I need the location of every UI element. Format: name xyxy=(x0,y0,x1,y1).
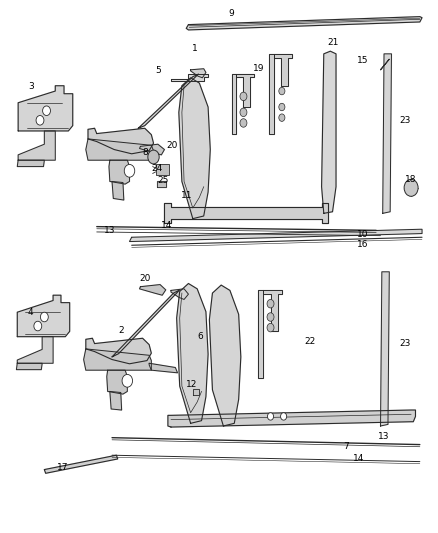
Polygon shape xyxy=(157,181,166,187)
Polygon shape xyxy=(191,69,206,78)
Polygon shape xyxy=(107,370,127,394)
Circle shape xyxy=(240,92,247,101)
Text: 3: 3 xyxy=(28,82,34,91)
Polygon shape xyxy=(86,338,151,364)
Polygon shape xyxy=(164,203,328,223)
Polygon shape xyxy=(186,17,422,30)
Polygon shape xyxy=(179,78,210,219)
Text: 18: 18 xyxy=(405,175,417,184)
Circle shape xyxy=(281,413,287,420)
Circle shape xyxy=(40,312,48,322)
Text: 5: 5 xyxy=(155,67,161,75)
Polygon shape xyxy=(149,364,177,373)
Circle shape xyxy=(268,413,274,420)
Polygon shape xyxy=(381,272,389,426)
Text: 6: 6 xyxy=(198,332,204,341)
Circle shape xyxy=(42,106,50,116)
Polygon shape xyxy=(138,74,198,128)
Polygon shape xyxy=(171,289,188,300)
Polygon shape xyxy=(110,391,122,410)
Text: 13: 13 xyxy=(378,432,390,441)
Text: 21: 21 xyxy=(328,38,339,47)
Circle shape xyxy=(279,87,285,95)
Circle shape xyxy=(240,108,247,117)
Circle shape xyxy=(122,374,133,387)
Text: 14: 14 xyxy=(161,221,172,230)
FancyBboxPatch shape xyxy=(155,165,169,175)
Text: 22: 22 xyxy=(304,337,315,346)
Polygon shape xyxy=(232,74,254,134)
Text: 9: 9 xyxy=(228,10,234,19)
Polygon shape xyxy=(109,160,130,184)
Text: 17: 17 xyxy=(57,463,68,472)
Circle shape xyxy=(34,321,42,331)
Polygon shape xyxy=(17,337,53,364)
Polygon shape xyxy=(44,455,118,473)
Text: 20: 20 xyxy=(139,273,151,282)
Polygon shape xyxy=(112,181,124,200)
Polygon shape xyxy=(269,54,292,134)
Text: 1: 1 xyxy=(192,44,198,53)
Text: 10: 10 xyxy=(357,230,368,239)
Polygon shape xyxy=(18,131,55,160)
Circle shape xyxy=(404,179,418,196)
Polygon shape xyxy=(381,59,389,70)
Circle shape xyxy=(267,300,274,308)
Circle shape xyxy=(240,119,247,127)
Text: 12: 12 xyxy=(186,380,198,389)
Polygon shape xyxy=(258,290,283,378)
Polygon shape xyxy=(17,295,70,337)
Polygon shape xyxy=(88,128,153,154)
Text: 11: 11 xyxy=(180,191,192,200)
Text: 2: 2 xyxy=(118,326,124,335)
Text: 24: 24 xyxy=(152,164,162,173)
Polygon shape xyxy=(168,410,416,427)
Text: 23: 23 xyxy=(399,116,411,125)
Circle shape xyxy=(148,150,159,164)
Text: 25: 25 xyxy=(157,176,169,185)
Polygon shape xyxy=(130,229,422,241)
Polygon shape xyxy=(17,160,44,166)
Polygon shape xyxy=(86,139,153,160)
Text: 7: 7 xyxy=(344,442,350,451)
Text: 23: 23 xyxy=(399,339,411,348)
Polygon shape xyxy=(16,364,42,369)
Circle shape xyxy=(279,114,285,122)
Polygon shape xyxy=(321,51,336,213)
Circle shape xyxy=(267,313,274,321)
Text: 20: 20 xyxy=(166,141,177,150)
Text: 14: 14 xyxy=(353,455,364,463)
Polygon shape xyxy=(140,144,164,155)
Text: 19: 19 xyxy=(253,64,264,73)
Polygon shape xyxy=(140,285,166,295)
Polygon shape xyxy=(177,284,208,423)
Polygon shape xyxy=(18,86,73,131)
Polygon shape xyxy=(209,285,241,426)
Polygon shape xyxy=(112,290,180,357)
Polygon shape xyxy=(193,389,199,395)
Text: 15: 15 xyxy=(357,56,368,64)
Circle shape xyxy=(36,116,44,125)
Circle shape xyxy=(279,103,285,111)
Polygon shape xyxy=(171,74,208,82)
Polygon shape xyxy=(84,349,151,370)
Text: 13: 13 xyxy=(104,226,116,235)
Text: 4: 4 xyxy=(28,308,33,317)
Text: 16: 16 xyxy=(357,240,368,249)
Circle shape xyxy=(267,324,274,332)
Text: 8: 8 xyxy=(143,148,148,157)
Polygon shape xyxy=(383,54,392,213)
Circle shape xyxy=(124,165,135,177)
